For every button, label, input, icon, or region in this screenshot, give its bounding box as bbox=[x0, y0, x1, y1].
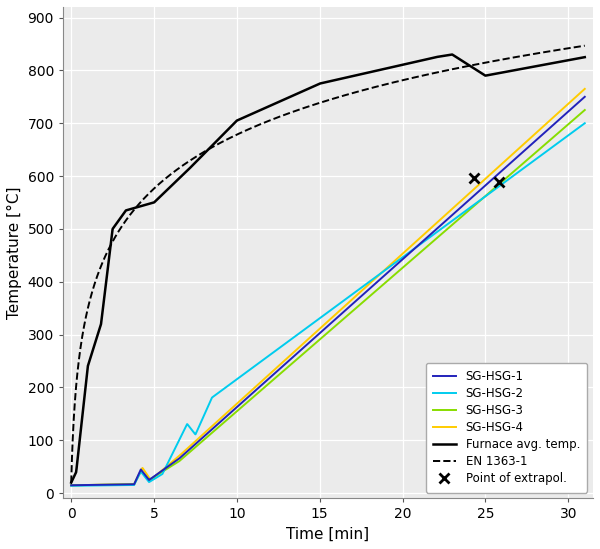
Legend: SG-HSG-1, SG-HSG-2, SG-HSG-3, SG-HSG-4, Furnace avg. temp., EN 1363-1, Point of : SG-HSG-1, SG-HSG-2, SG-HSG-3, SG-HSG-4, … bbox=[425, 362, 587, 492]
Y-axis label: Temperature [°C]: Temperature [°C] bbox=[7, 187, 22, 319]
X-axis label: Time [min]: Time [min] bbox=[286, 527, 370, 542]
